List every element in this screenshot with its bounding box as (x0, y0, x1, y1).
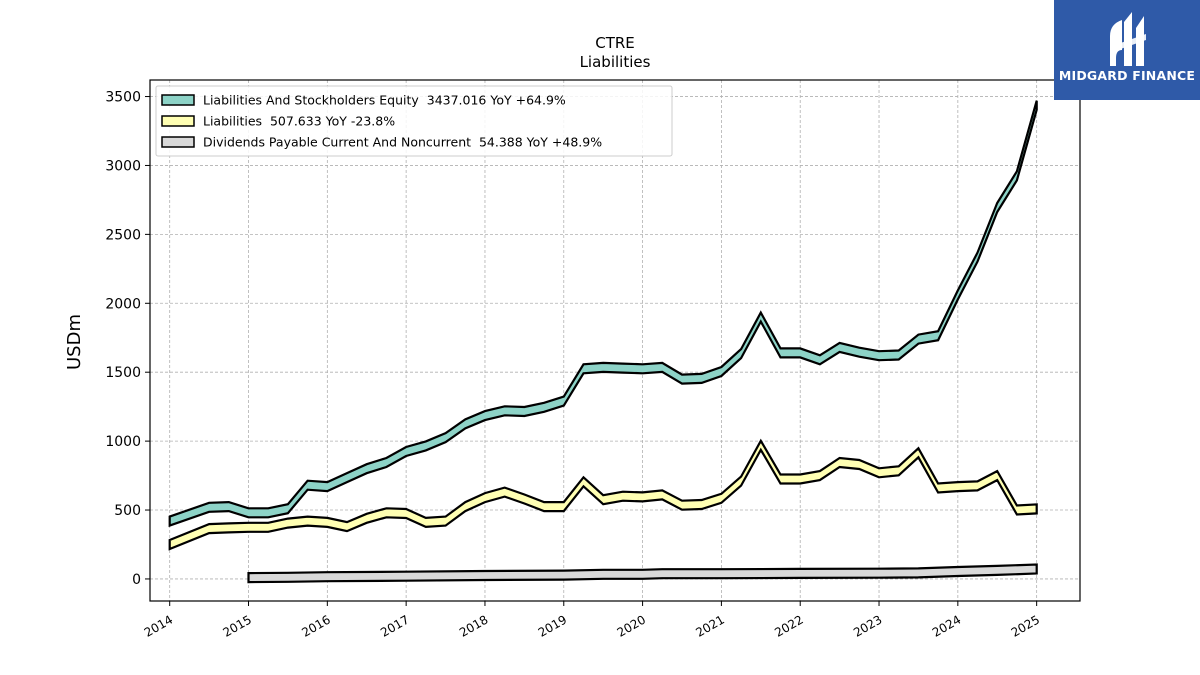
legend-swatch-dividends-payable-current-and-noncurrent (161, 136, 195, 148)
x-tick-label: 2015 (221, 612, 254, 639)
x-axis: 2014 2015 2016 2017 2018 2019 2020 2021 2022 2023… (142, 601, 1042, 640)
legend-entry: Liabilities 507.633 YoY -23.8% (203, 114, 395, 129)
x-tick-label: 2018 (457, 612, 490, 639)
legend-box (155, 85, 673, 157)
legend-swatch-liabilities-and-stockholders-equity (161, 94, 195, 106)
series-band-dividends-payable-current-and-noncurrent (247, 563, 1038, 584)
brand-logo: MIDGARD FINANCE (1054, 0, 1200, 100)
legend-swatch-liabilities (161, 115, 195, 127)
y-axis-label: USDm (64, 314, 85, 370)
plot-frame (149, 79, 1081, 602)
y-axis: 0 500 1000 1500 2000 2500 3000 3500 (105, 90, 150, 588)
x-tick-label: 2020 (615, 612, 648, 639)
y-tick-label: 1500 (105, 365, 141, 381)
series-layer (168, 100, 1038, 584)
legend-entry: Dividends Payable Current And Noncurrent… (203, 135, 602, 150)
y-tick-label: 3500 (105, 90, 141, 106)
brand-name: MIDGARD FINANCE (1058, 68, 1196, 83)
chart-title: CTRE (595, 34, 635, 52)
series-band-liabilities (168, 438, 1038, 551)
legend-entry: Liabilities And Stockholders Equity 3437… (203, 93, 566, 108)
chart-subtitle: Liabilities (580, 53, 651, 71)
y-tick-label: 3000 (105, 158, 141, 174)
gridlines (150, 80, 1080, 601)
legend: Liabilities And Stockholders Equity 3437… (155, 85, 673, 157)
x-tick-label: 2017 (378, 612, 411, 639)
y-tick-label: 1000 (105, 434, 141, 450)
y-tick-label: 2500 (105, 227, 141, 243)
y-tick-label: 0 (132, 572, 141, 588)
x-tick-label: 2019 (536, 612, 569, 639)
x-tick-label: 2024 (930, 612, 963, 639)
y-tick-label: 2000 (105, 296, 141, 312)
x-tick-label: 2021 (693, 612, 726, 639)
x-tick-label: 2016 (299, 612, 332, 639)
x-tick-label: 2014 (142, 612, 175, 639)
series-band-liabilities-and-stockholders-equity (168, 100, 1038, 528)
y-tick-label: 500 (114, 503, 141, 519)
x-tick-label: 2025 (1009, 612, 1042, 639)
x-tick-label: 2022 (772, 612, 805, 639)
midgard-logo-icon (1110, 12, 1146, 66)
x-tick-label: 2023 (851, 612, 884, 639)
